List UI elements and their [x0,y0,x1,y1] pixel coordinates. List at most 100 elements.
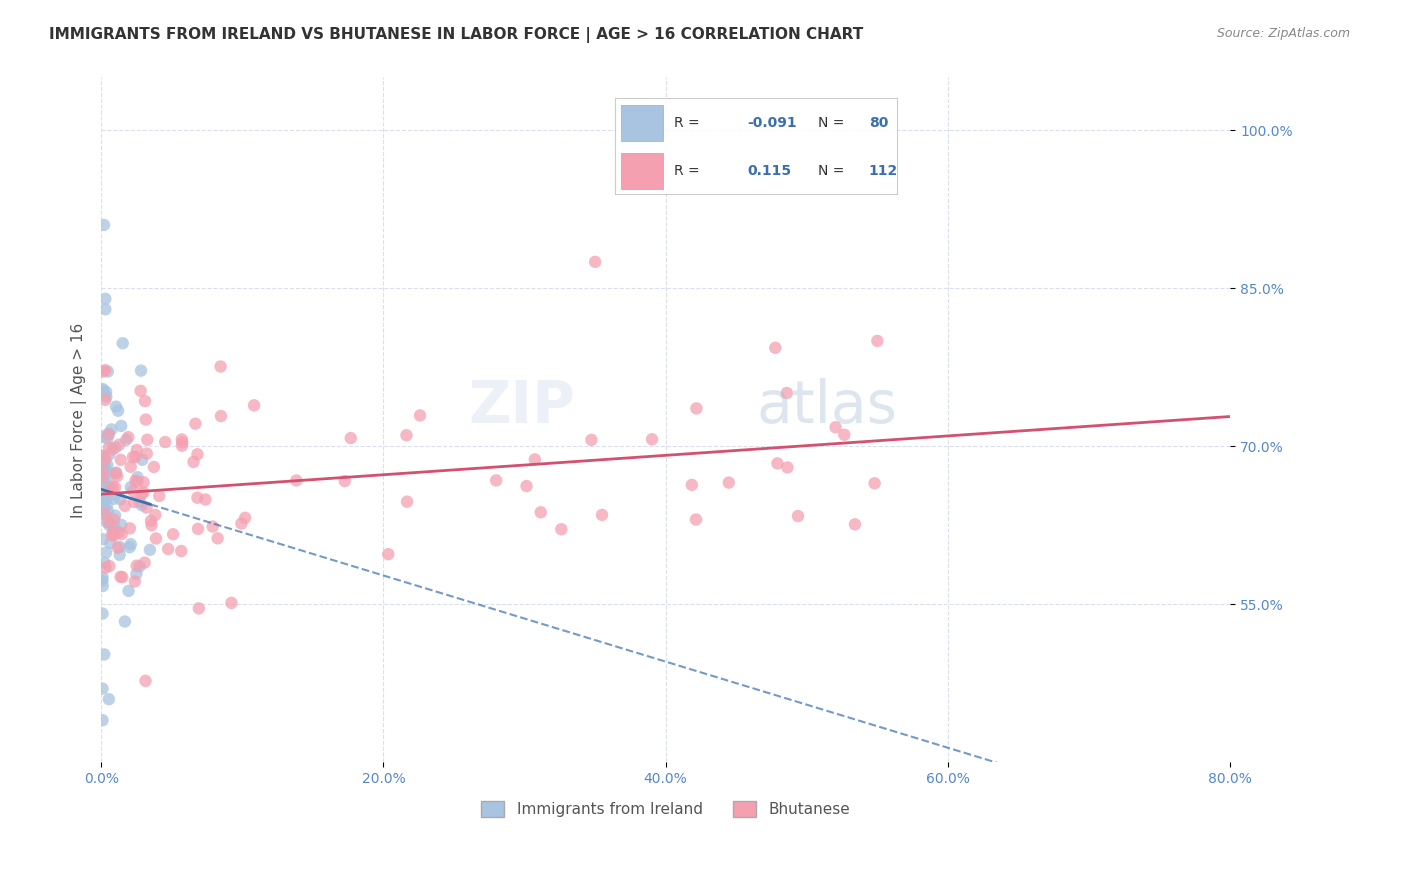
Point [97,427,120,442]
Point [97,365,120,379]
Point [776,460,799,475]
Point [148,489,170,503]
Point [681,478,703,492]
Point [97,692,120,706]
Point [186,447,208,461]
Point [98,440,121,454]
Point [105,466,128,480]
Point [118,521,141,535]
Point [131,498,153,512]
Point [863,476,886,491]
Point [94,452,117,467]
Point [134,394,156,409]
Point [96,498,118,512]
Point [93,507,115,521]
Text: atlas: atlas [756,377,897,434]
Point [172,435,194,450]
Point [135,673,157,688]
Point [91,483,114,498]
Point [124,474,146,488]
Point [91,449,114,463]
Point [550,522,572,536]
Point [114,499,136,513]
Point [209,359,232,374]
Point [111,527,134,541]
Point [641,432,664,446]
Point [104,441,127,455]
Point [107,525,129,540]
Point [787,509,810,524]
Point [91,464,114,478]
Point [124,450,146,464]
Point [93,218,115,232]
Point [142,459,165,474]
Point [134,556,156,570]
Point [131,487,153,501]
Point [129,384,152,398]
Point [339,431,361,445]
Text: Source: ZipAtlas.com: Source: ZipAtlas.com [1216,27,1350,40]
Point [117,583,139,598]
Point [91,384,114,398]
Point [485,474,508,488]
Point [91,574,114,588]
Point [135,412,157,426]
Point [285,474,308,488]
Point [395,428,418,442]
Point [91,475,114,489]
Y-axis label: In Labor Force | Age > 16: In Labor Force | Age > 16 [72,322,87,517]
Point [122,450,145,464]
Point [101,528,124,542]
Point [91,382,114,396]
Point [110,418,132,433]
Point [186,491,208,505]
Point [96,515,118,529]
Point [98,483,121,498]
Point [94,392,117,407]
Point [110,570,132,584]
Point [110,453,132,467]
Point [94,545,117,559]
Point [122,495,145,509]
Point [333,474,356,488]
Point [98,518,121,533]
Point [201,519,224,533]
Point [183,455,205,469]
Point [105,400,128,414]
Point [125,558,148,573]
Point [97,489,120,503]
Point [866,334,889,348]
Point [100,467,122,481]
Point [139,514,162,528]
Point [194,492,217,507]
Point [101,518,124,533]
Point [120,480,142,494]
Point [685,512,707,526]
Point [118,541,141,555]
Point [94,507,117,521]
Point [122,483,145,498]
Point [91,681,114,696]
Point [101,442,124,457]
Point [187,601,209,615]
Point [91,449,114,463]
Point [515,479,537,493]
Point [97,426,120,441]
Point [91,570,114,584]
Point [832,427,855,442]
Point [97,504,120,518]
Point [844,517,866,532]
Point [93,556,115,570]
Point [717,475,740,490]
Point [103,491,125,506]
Point [128,495,150,509]
Point [110,517,132,532]
Point [111,570,134,584]
Point [91,483,114,497]
Point [824,420,846,434]
Point [581,433,603,447]
Point [170,433,193,447]
Point [104,467,127,481]
Point [233,510,256,524]
Point [91,365,114,379]
